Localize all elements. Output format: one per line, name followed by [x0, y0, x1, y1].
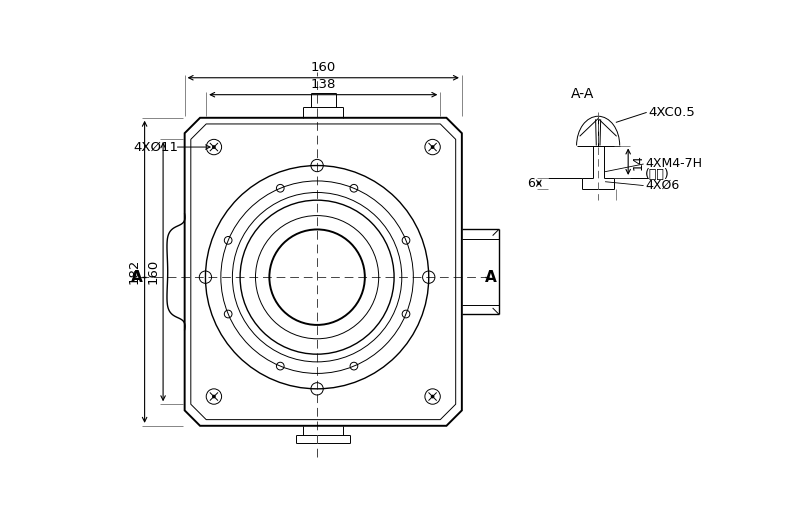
Circle shape: [213, 146, 215, 148]
Text: 4XM4-7H: 4XM4-7H: [645, 157, 702, 170]
Text: 4XØ11: 4XØ11: [134, 140, 179, 154]
Circle shape: [431, 396, 434, 398]
Text: 4XØ6: 4XØ6: [645, 179, 679, 192]
Circle shape: [213, 396, 215, 398]
Text: 138: 138: [310, 78, 336, 91]
Circle shape: [431, 146, 434, 148]
Text: 14: 14: [631, 154, 644, 169]
Text: A: A: [131, 270, 142, 285]
Text: A-A: A-A: [571, 87, 595, 101]
Text: 160: 160: [310, 61, 336, 74]
Text: 160: 160: [146, 259, 159, 285]
Text: (通孔): (通孔): [645, 167, 670, 180]
Text: 6: 6: [527, 177, 535, 190]
Text: A: A: [486, 270, 497, 285]
Text: 182: 182: [128, 259, 141, 285]
Text: 4XC0.5: 4XC0.5: [648, 106, 695, 119]
